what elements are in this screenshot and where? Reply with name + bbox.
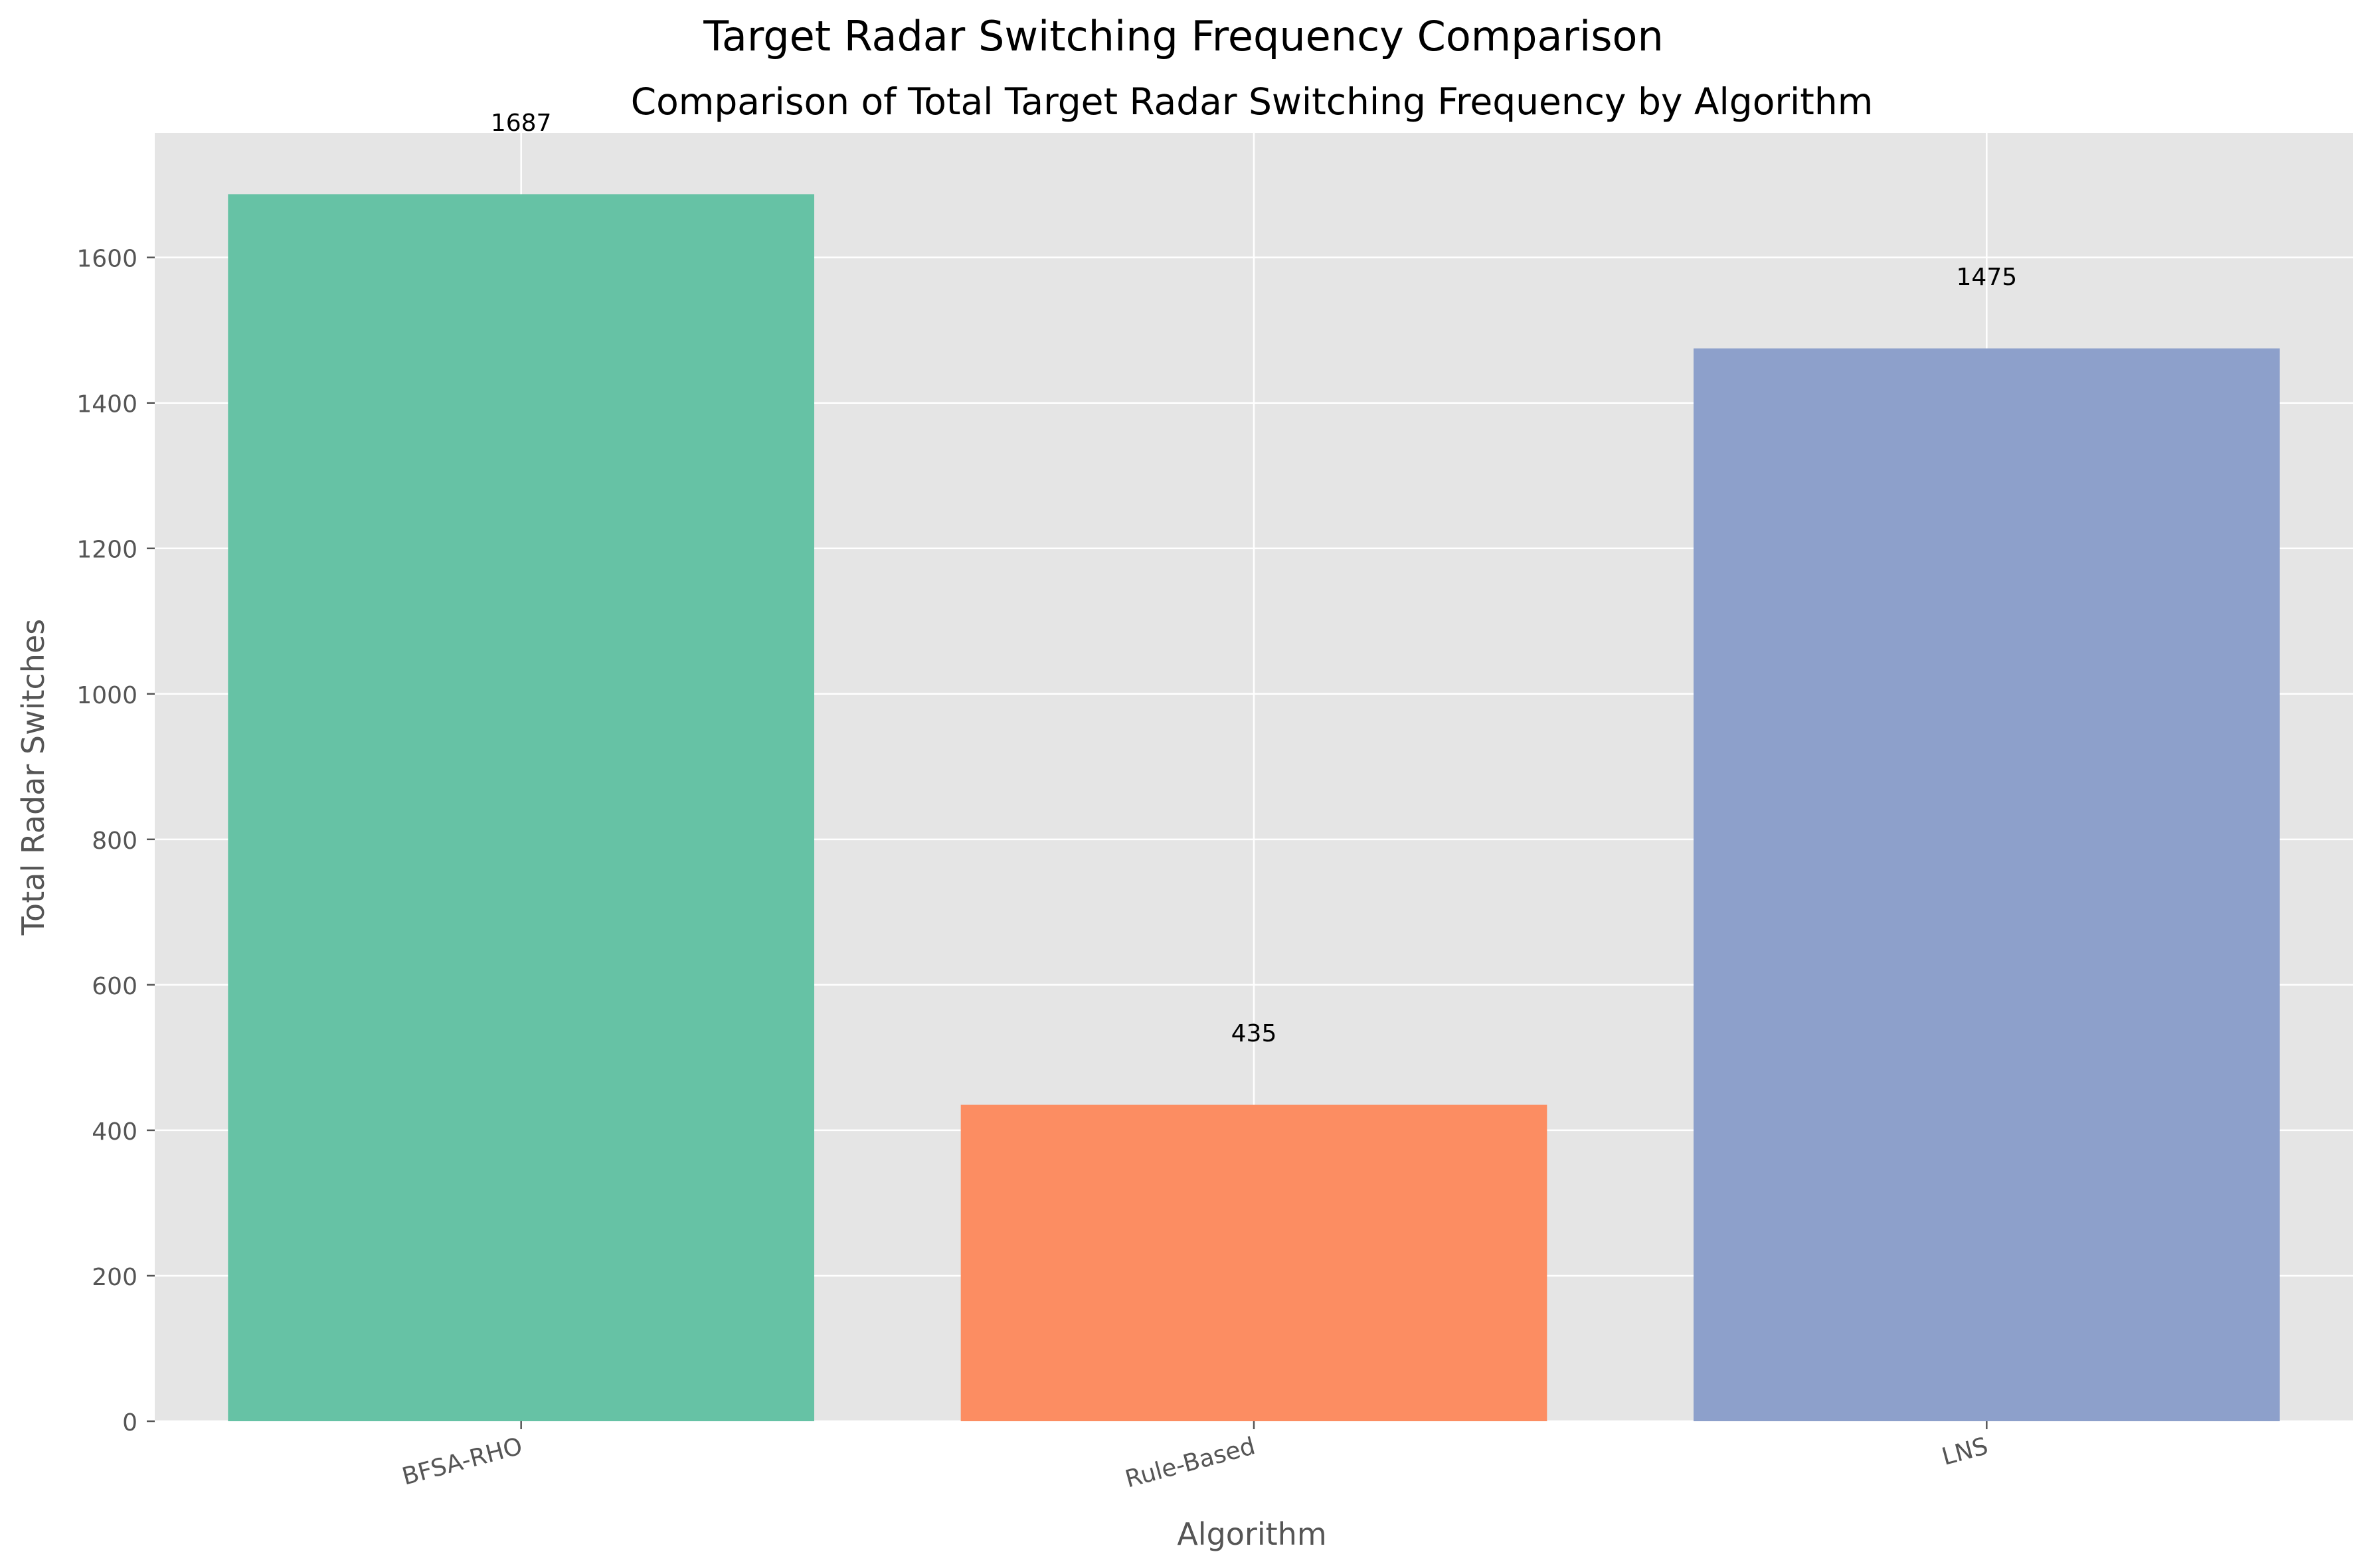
y-tick-label: 600: [92, 973, 137, 1000]
y-tick-label: 800: [92, 828, 137, 855]
y-tick-label: 400: [92, 1118, 137, 1146]
y-tick-label: 1600: [76, 246, 137, 273]
x-tick-label: Rule-Based: [1122, 1433, 1258, 1494]
y-tick-label: 0: [122, 1409, 137, 1437]
y-tick-label: 1000: [76, 682, 137, 709]
bar-value-label: 1687: [491, 110, 552, 137]
chart-suptitle: Target Radar Switching Frequency Compari…: [703, 12, 1664, 60]
bar-value-label: 1475: [1957, 264, 2018, 291]
chart-title: Comparison of Total Target Radar Switchi…: [631, 80, 1874, 123]
bar-bfsa-rho: [228, 194, 814, 1421]
bar-rule-based: [960, 1104, 1547, 1421]
bars: [228, 194, 2280, 1421]
y-tick-label: 1400: [76, 391, 137, 418]
x-tick-label: BFSA-RHO: [399, 1433, 525, 1491]
y-tick-label: 200: [92, 1264, 137, 1291]
y-tick-label: 1200: [76, 537, 137, 564]
y-axis-label: Total Radar Switches: [15, 619, 51, 936]
bar-value-labels: 1687 435 1475: [491, 110, 2017, 1047]
x-axis: BFSA-RHO Rule-Based LNS: [399, 1421, 1991, 1494]
bar-lns: [1694, 348, 2280, 1421]
x-axis-label: Algorithm: [1177, 1516, 1326, 1552]
x-tick-label: LNS: [1939, 1433, 1991, 1471]
y-axis: 0 200 400 600 800 1000 1200 1400 1600: [76, 246, 155, 1437]
bar-value-label: 435: [1231, 1020, 1277, 1047]
